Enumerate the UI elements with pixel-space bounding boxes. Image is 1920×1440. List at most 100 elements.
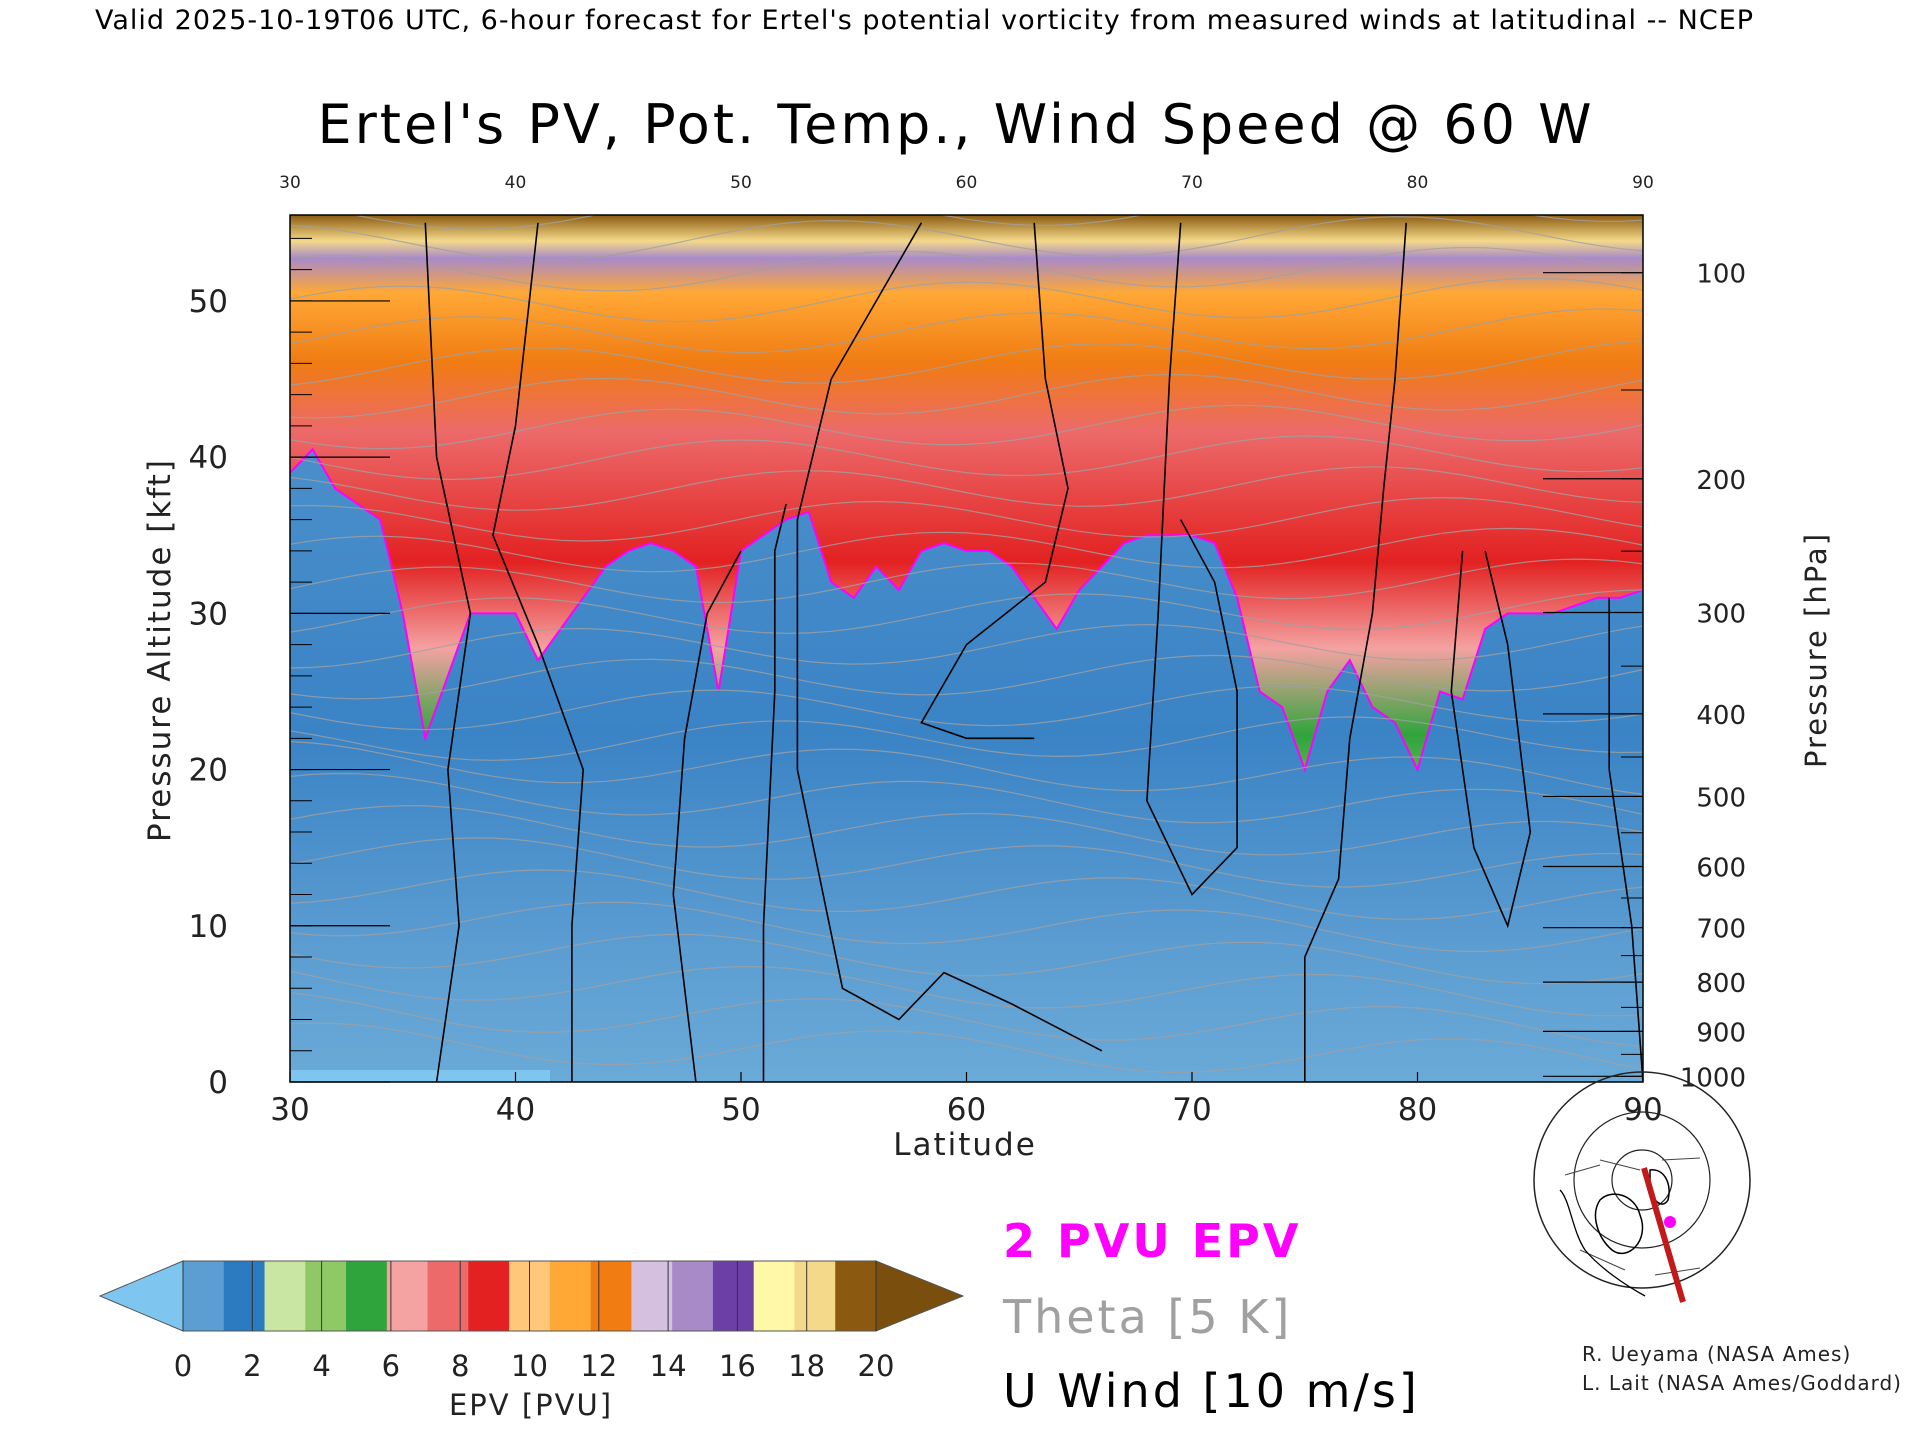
legend-item-theta: Theta [5 K] — [1002, 1290, 1292, 1344]
x-top-tick-label: 50 — [730, 173, 752, 193]
theta-isoline — [290, 527, 1643, 573]
colorbar-swatch — [712, 1261, 755, 1331]
y-right-tick-label: 400 — [1696, 701, 1746, 731]
x-top-tick-label: 60 — [956, 173, 978, 193]
theta-isoline — [290, 1022, 1643, 1073]
theta-isoline — [290, 216, 1643, 261]
colorbar-swatch — [427, 1261, 469, 1331]
colorbar-swatch — [590, 1261, 632, 1331]
theta-isoline — [290, 589, 1643, 634]
legend-item-epv: 2 PVU EPV — [1003, 1214, 1301, 1268]
inset-map — [1533, 1071, 1751, 1304]
theta-isoline — [290, 933, 1643, 985]
colorbar-tick-label: 6 — [382, 1349, 400, 1383]
theta-isoline — [290, 373, 1643, 419]
x-top-tick-label: 30 — [279, 173, 301, 193]
colorbar-tick-label: 16 — [719, 1349, 756, 1383]
u-wind-isoline — [796, 222, 1103, 1052]
u-wind-contours — [424, 222, 1643, 1082]
colorbar-swatch — [794, 1261, 836, 1331]
plot-fill — [290, 215, 1643, 1082]
theta-isoline — [290, 435, 1643, 481]
u-wind-isoline — [492, 222, 585, 1082]
theta-isoline — [290, 246, 1643, 292]
colorbar-swatch — [223, 1261, 266, 1331]
theta-isoline — [290, 716, 1643, 761]
u-wind-isoline — [1146, 222, 1238, 896]
theta-isoline — [290, 558, 1643, 604]
theta-isoline — [290, 340, 1643, 386]
x-top-tick-label: 80 — [1407, 173, 1429, 193]
colorbar-tick-label: 0 — [174, 1349, 192, 1383]
u-wind-isoline — [1608, 597, 1643, 1082]
theta-isoline — [290, 992, 1643, 1048]
theta-isoline — [290, 308, 1643, 354]
legend-item-uwind: U Wind [10 m/s] — [1003, 1364, 1420, 1418]
theta-isoline — [290, 869, 1643, 920]
x-tick-label: 60 — [947, 1092, 986, 1128]
u-wind-isoline — [1304, 222, 1407, 1082]
x-top-tick-label: 40 — [505, 173, 527, 193]
valid-time-header: Valid 2025-10-19T06 UTC, 6-hour forecast… — [95, 5, 1754, 36]
y-right-tick-label: 600 — [1696, 854, 1746, 884]
theta-isoline — [290, 466, 1643, 511]
colorbar-swatch — [753, 1261, 795, 1331]
credit-line-1: R. Ueyama (NASA Ames) — [1582, 1342, 1851, 1366]
y-left-tick-label: 0 — [208, 1065, 228, 1101]
low-pv-surface-band — [290, 1070, 550, 1082]
y-axis-label-left: Pressure Altitude [kft] — [142, 458, 178, 842]
y-left-tick-label: 10 — [189, 909, 228, 945]
colorbar-swatch — [305, 1261, 347, 1331]
theta-isoline — [290, 901, 1643, 952]
epv-2pvu-contour — [290, 447, 1643, 773]
colorbar-swatch — [183, 1261, 225, 1331]
colorbar-label: EPV [PVU] — [449, 1388, 613, 1422]
theta-isoline — [290, 623, 1643, 669]
y-left-tick-label: 30 — [189, 596, 228, 632]
y-right-tick-label: 900 — [1696, 1018, 1746, 1048]
colorbar-tick-label: 2 — [243, 1349, 261, 1383]
x-tick-label: 70 — [1172, 1092, 1211, 1128]
colorbar-tick-label: 12 — [580, 1349, 617, 1383]
u-wind-isoline — [762, 503, 787, 1082]
y-right-tick-label: 700 — [1696, 915, 1746, 945]
colorbar-under-arrow — [98, 1260, 184, 1332]
x-tick-label: 50 — [721, 1092, 760, 1128]
x-tick-label: 30 — [270, 1092, 309, 1128]
y-left-tick-label: 50 — [189, 284, 228, 320]
colorbar-tick-label: 4 — [312, 1349, 330, 1383]
colorbar-swatch — [386, 1261, 429, 1331]
y-left-tick-label: 20 — [189, 753, 228, 789]
theta-isoline — [290, 965, 1643, 1017]
axes: 3030404050506060707080809090010203040501… — [189, 173, 1746, 1128]
colorbar-swatch — [549, 1261, 592, 1331]
x-tick-label: 80 — [1398, 1092, 1437, 1128]
colorbar-swatch — [468, 1261, 510, 1331]
colorbar-tick-label: 8 — [451, 1349, 469, 1383]
x-top-tick-label: 90 — [1632, 173, 1654, 193]
theta-isoline — [290, 685, 1643, 731]
colorbar-tick-label: 18 — [788, 1349, 825, 1383]
colorbar-tick-label: 20 — [858, 1349, 895, 1383]
theta-contours — [290, 215, 1643, 1073]
theta-isoline — [290, 277, 1643, 323]
x-tick-label: 40 — [496, 1092, 535, 1128]
credit-line-2: L. Lait (NASA Ames/Goddard) — [1582, 1371, 1902, 1395]
u-wind-isoline — [424, 222, 472, 1082]
u-wind-isoline — [672, 550, 742, 1082]
theta-isoline — [290, 741, 1643, 796]
theta-isoline — [351, 215, 1643, 230]
chart-title: Ertel's PV, Pot. Temp., Wind Speed @ 60 … — [317, 93, 1594, 156]
y-axis-label-right: Pressure [hPa] — [1799, 532, 1833, 768]
u-wind-isoline — [920, 222, 1069, 740]
y-right-tick-label: 500 — [1696, 783, 1746, 813]
colorbar-over-arrow — [875, 1260, 965, 1332]
colorbar: 0 2 4 6 8 10 12 14 16 18 20 — [98, 1260, 965, 1383]
x-axis-label: Latitude — [893, 1127, 1037, 1163]
theta-isoline — [290, 654, 1643, 700]
y-right-tick-label: 800 — [1696, 969, 1746, 999]
y-right-tick-label: 100 — [1696, 260, 1746, 290]
colorbar-swatch — [835, 1261, 877, 1331]
x-top-tick-label: 70 — [1181, 173, 1203, 193]
